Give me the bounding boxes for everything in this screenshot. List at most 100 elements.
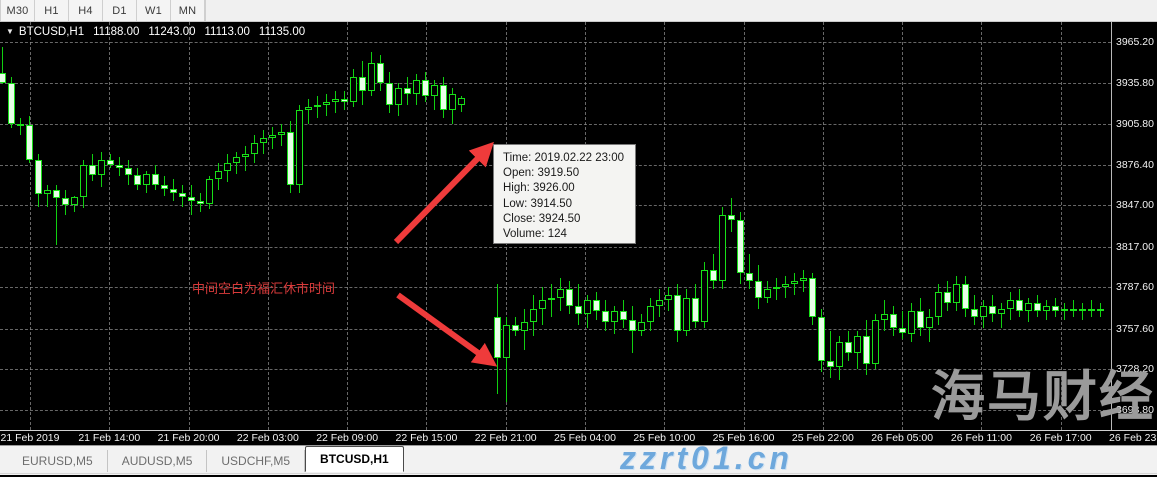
timeframe-button-m30[interactable]: M30 [0,0,35,21]
candle-body [799,278,807,282]
candlestick [1006,292,1014,320]
candlestick [871,314,879,370]
gridline-horizontal [0,369,1111,371]
timeframe-button-d1[interactable]: D1 [103,0,137,21]
candle-body [682,297,690,331]
chart-tab-btcusd[interactable]: BTCUSD,H1 [305,446,404,472]
candlestick [853,330,861,370]
url-watermark: zzrt01.cn [620,440,793,476]
gridline-vertical [347,22,349,430]
candlestick [241,146,249,171]
candlestick [727,198,735,232]
candle-body [232,157,240,163]
time-axis[interactable]: 21 Feb 2019 21 Feb 14:00 21 Feb 20:00 22 Fe… [0,430,1157,445]
timeframe-button-w1[interactable]: W1 [137,0,171,21]
candle-wick [550,283,552,317]
candlestick [196,192,204,213]
gridline-vertical [1060,22,1062,430]
gridline-vertical [822,22,824,430]
candle-body [52,190,60,199]
candle-body [934,292,942,317]
candle-body [754,281,762,298]
tooltip-high: High: 3926.00 [503,182,575,195]
candle-body [979,305,987,317]
gridline-vertical [30,22,31,430]
candle-wick [280,124,282,147]
candlestick [151,165,159,191]
candle-body [34,159,42,195]
candlestick [988,294,996,323]
candlestick [457,96,465,113]
candle-body [907,311,915,334]
candle-body [565,289,573,306]
candle-body [241,154,249,158]
candle-body [871,319,879,364]
candlestick [1060,303,1068,320]
candle-body [250,143,258,155]
candle-body [556,289,564,298]
candlestick [331,90,339,113]
candlestick [718,206,726,290]
candlestick [43,184,51,207]
chart-tab-audusd[interactable]: AUDUSD,M5 [108,450,208,472]
chart-tab-eurusd[interactable]: EURUSD,M5 [8,450,108,472]
candlestick [259,129,267,155]
candle-body [898,327,906,334]
gridline-vertical [267,22,269,430]
chevron-down-icon[interactable]: ▼ [6,27,14,36]
timeframe-button-h1[interactable]: H1 [35,0,69,21]
candlestick [214,162,222,191]
candle-body [322,101,330,105]
candle-body [169,188,177,193]
candlestick [997,303,1005,328]
candlestick [115,157,123,177]
candlestick [1033,294,1041,317]
candle-wick [334,90,336,113]
candlestick [763,281,771,304]
timeframe-button-h4[interactable]: H4 [69,0,103,21]
candlestick [1024,297,1032,323]
candlestick [520,308,528,351]
timeframe-button-mn[interactable]: MN [171,0,205,21]
candlestick-plot-area[interactable]: 中间空白为福汇休市时间 Time: 2019.02.22 23:00 Open:… [0,22,1111,430]
candle-wick [901,311,903,340]
gridline-vertical [188,22,190,430]
candle-body [637,322,645,331]
candle-wick [1000,303,1002,328]
price-tick-label: 3876.40 [1116,158,1154,171]
chart-tab-usdchf[interactable]: USDCHF,M5 [207,450,306,472]
candle-body [925,316,933,328]
price-tick-label: 3817.00 [1116,240,1154,253]
candle-body [196,201,204,204]
candlestick [754,264,762,309]
candlestick [808,272,816,326]
candle-body [7,82,15,124]
candle-body [385,82,393,105]
candlestick [529,294,537,337]
candlestick [376,55,384,91]
candle-body [16,123,24,126]
candlestick [781,275,789,298]
candle-body [817,316,825,362]
candlestick [286,121,294,193]
candle-body [259,137,267,144]
candlestick [439,77,447,119]
candle-body [376,63,384,83]
candlestick [790,272,798,295]
candlestick [223,154,231,182]
candlestick [583,294,591,328]
candlestick [601,300,609,331]
brand-watermark: 海马财经 [931,365,1155,428]
gridline-vertical [981,22,983,430]
candle-body [160,184,168,189]
candlestick [880,300,888,331]
candle-body [745,272,753,282]
price-axis[interactable]: 3965.20 3935.80 3905.80 3876.40 3847.00 3817.… [1111,22,1157,430]
candle-body [781,283,789,287]
candle-body [1069,308,1077,312]
candlestick [889,305,897,337]
time-tick-label: 25 Feb 22:00 [791,432,854,444]
candle-body [25,125,33,160]
candle-wick [748,253,750,290]
candle-body [736,220,744,273]
